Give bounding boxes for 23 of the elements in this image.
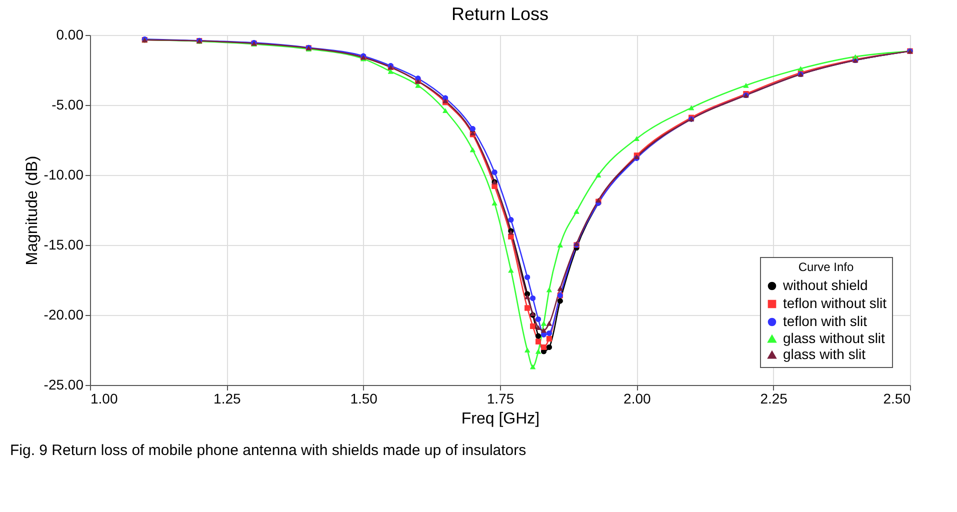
- y-tick-label: -10.00: [44, 166, 84, 182]
- x-tick-label: 2.50: [883, 390, 911, 406]
- chart-title: Return Loss: [451, 4, 549, 24]
- legend-label: glass with slit: [783, 346, 866, 362]
- legend-label: teflon with slit: [783, 313, 868, 329]
- y-axis-title: Magnitude (dB): [24, 156, 41, 266]
- x-tick-label: 1.25: [214, 390, 242, 406]
- y-tick-label: -5.00: [52, 96, 84, 112]
- legend-label: glass without slit: [783, 330, 886, 346]
- caption: Fig. 9 Return loss of mobile phone antenna with shields made up of insulators: [10, 442, 526, 459]
- y-tick-label: -25.00: [44, 376, 84, 392]
- legend-title: Curve Info: [798, 260, 854, 274]
- y-tick-label: -15.00: [44, 236, 84, 252]
- x-axis-title: Freq [GHz]: [461, 410, 540, 428]
- y-tick-label: -20.00: [44, 306, 84, 322]
- legend-label: without shield: [782, 277, 868, 293]
- x-tick-label: 1.00: [90, 390, 118, 406]
- x-tick-label: 2.00: [624, 390, 652, 406]
- legend-label: teflon without slit: [783, 295, 887, 311]
- x-tick-label: 1.75: [486, 390, 514, 406]
- y-tick-label: 0.00: [56, 26, 84, 42]
- x-tick-label: 2.25: [760, 390, 788, 406]
- x-tick-label: 1.50: [350, 390, 378, 406]
